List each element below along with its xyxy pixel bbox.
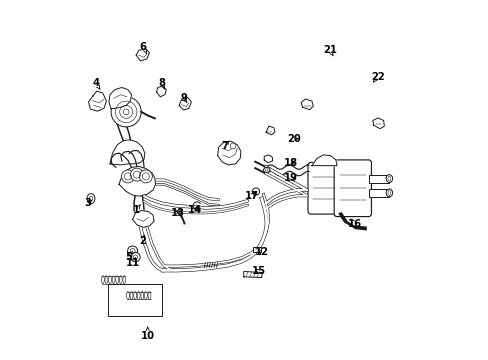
Polygon shape xyxy=(109,87,131,109)
Text: 17: 17 xyxy=(244,191,258,201)
Circle shape xyxy=(131,252,140,262)
Polygon shape xyxy=(244,271,262,278)
Circle shape xyxy=(111,97,141,127)
Polygon shape xyxy=(119,166,155,196)
Polygon shape xyxy=(136,49,149,61)
Text: 13: 13 xyxy=(171,208,185,218)
Text: 14: 14 xyxy=(187,206,202,216)
FancyBboxPatch shape xyxy=(307,162,340,214)
Ellipse shape xyxy=(87,194,95,204)
Bar xyxy=(368,175,388,183)
Text: 9: 9 xyxy=(180,93,186,103)
Text: 8: 8 xyxy=(158,78,165,88)
Circle shape xyxy=(127,246,137,256)
Ellipse shape xyxy=(386,189,392,197)
Text: 11: 11 xyxy=(125,258,140,268)
Polygon shape xyxy=(132,211,154,227)
Polygon shape xyxy=(110,140,144,165)
Circle shape xyxy=(139,170,152,183)
Text: 10: 10 xyxy=(141,331,154,341)
Bar xyxy=(368,189,388,197)
Polygon shape xyxy=(264,155,272,163)
Bar xyxy=(107,284,162,316)
Bar xyxy=(253,247,260,252)
Polygon shape xyxy=(179,98,191,110)
Circle shape xyxy=(130,168,143,181)
Text: 12: 12 xyxy=(254,247,268,257)
Text: 15: 15 xyxy=(251,266,265,276)
Polygon shape xyxy=(372,118,384,129)
Text: 19: 19 xyxy=(283,173,297,183)
Polygon shape xyxy=(156,86,166,97)
Ellipse shape xyxy=(263,167,269,172)
Circle shape xyxy=(230,143,235,149)
Text: 7: 7 xyxy=(221,141,228,151)
Text: 16: 16 xyxy=(347,219,361,229)
Text: 1: 1 xyxy=(132,206,140,216)
Text: 3: 3 xyxy=(84,198,91,208)
Text: 5: 5 xyxy=(125,252,132,262)
Text: 21: 21 xyxy=(322,45,336,55)
Text: 4: 4 xyxy=(92,78,99,88)
FancyBboxPatch shape xyxy=(333,160,371,217)
Text: 18: 18 xyxy=(283,158,297,168)
Circle shape xyxy=(121,170,134,183)
Ellipse shape xyxy=(386,175,392,183)
Polygon shape xyxy=(301,99,313,110)
Polygon shape xyxy=(88,91,106,111)
Text: 22: 22 xyxy=(370,72,384,82)
Text: 2: 2 xyxy=(139,236,145,246)
Polygon shape xyxy=(217,141,241,165)
Polygon shape xyxy=(265,126,274,135)
Polygon shape xyxy=(311,155,336,166)
Text: 6: 6 xyxy=(140,42,146,52)
Text: 20: 20 xyxy=(286,134,300,144)
